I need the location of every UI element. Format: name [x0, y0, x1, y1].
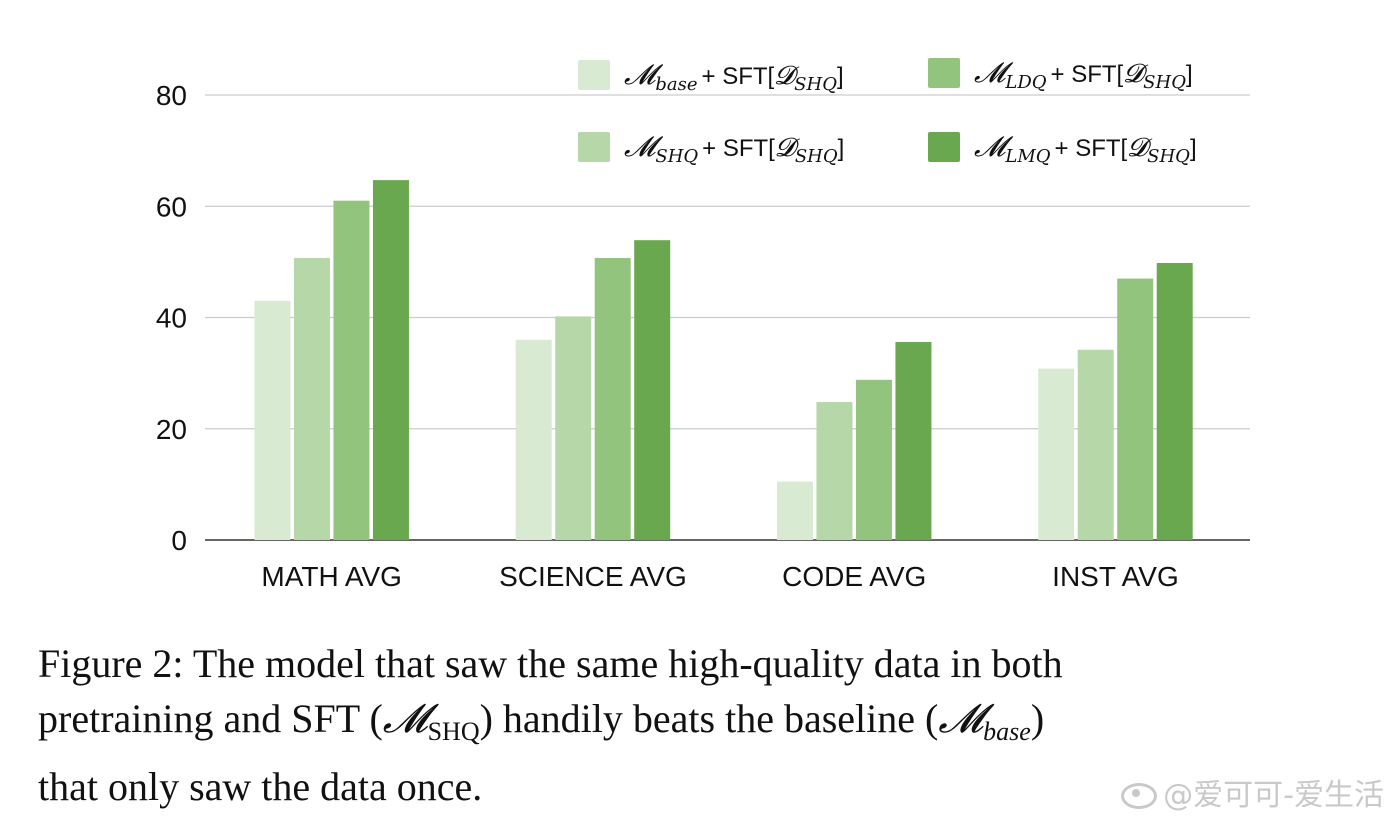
legend-part: + SFT[ — [702, 135, 775, 162]
bar — [594, 257, 631, 540]
y-tick-label: 60 — [156, 191, 187, 222]
x-axis-ticks: MATH AVG SCIENCE AVG CODE AVG INST AVG — [261, 561, 1178, 592]
y-tick-label: 40 — [156, 303, 187, 334]
legend-part: SHQ — [795, 146, 838, 167]
bar — [895, 341, 932, 540]
y-tick-label: 80 — [156, 80, 187, 111]
caption-line-2: pretraining and SFT (𝓜SHQ) handily beats… — [38, 691, 1378, 759]
caption-text: ) — [1030, 696, 1045, 741]
bar — [1077, 349, 1114, 540]
math-symbol: 𝓜 — [938, 696, 984, 741]
legend-part: base — [655, 74, 697, 95]
legend-part: ] — [1186, 61, 1193, 88]
bar — [1038, 368, 1075, 540]
bar — [515, 339, 552, 540]
weibo-icon — [1117, 777, 1158, 809]
caption-text: pretraining and SFT ( — [38, 696, 383, 741]
watermark-text: @爱可可-爱生活 — [1163, 778, 1384, 813]
legend-part: + SFT[ — [1055, 135, 1128, 162]
bar-chart: 0 20 40 60 80 MATH AVG SCIENCE AVG CODE AVG INS… — [156, 56, 1250, 592]
bar — [634, 240, 671, 540]
caption-line-1: Figure 2: The model that saw the same hi… — [38, 641, 1063, 686]
y-tick-label: 20 — [156, 414, 187, 445]
legend-label: 𝓜LDQ + SFT[𝓓SHQ] — [974, 56, 1193, 93]
math-subscript: SHQ — [427, 717, 480, 746]
y-tick-label: 0 — [171, 525, 187, 556]
y-axis-ticks: 0 20 40 60 80 — [156, 80, 187, 556]
legend-part: + SFT[ — [702, 63, 775, 90]
bar — [372, 180, 409, 540]
bar — [776, 481, 813, 540]
x-tick-label: SCIENCE AVG — [499, 561, 687, 592]
legend-label: 𝓜SHQ + SFT[𝓓SHQ] — [624, 130, 844, 167]
legend-label: 𝓜LMQ + SFT[𝓓SHQ] — [974, 130, 1197, 167]
legend-part: ] — [838, 135, 845, 162]
legend-swatch — [578, 60, 610, 90]
figure-caption: Figure 2: The model that saw the same hi… — [38, 636, 1378, 814]
legend-swatch — [928, 58, 960, 88]
bar — [555, 316, 592, 540]
bar — [293, 257, 330, 540]
legend-label: 𝓜base + SFT[𝓓SHQ] — [624, 58, 844, 95]
x-tick-label: MATH AVG — [261, 561, 402, 592]
bar — [855, 379, 892, 540]
bars — [254, 180, 1193, 540]
legend-part: SHQ — [1147, 146, 1190, 167]
legend-part: SHQ — [655, 146, 698, 167]
legend-swatch — [928, 132, 960, 162]
math-subscript: base — [983, 717, 1031, 746]
caption-line-3: that only saw the data once. — [38, 764, 483, 809]
legend-part: ] — [1190, 135, 1197, 162]
legend-part: + SFT[ — [1051, 61, 1124, 88]
x-tick-label: INST AVG — [1052, 561, 1179, 592]
legend-part: LMQ — [1004, 146, 1050, 167]
legend-swatch — [578, 132, 610, 162]
legend-part: LDQ — [1004, 72, 1046, 93]
bar — [1156, 262, 1193, 540]
bar — [333, 200, 370, 540]
legend: 𝓜base + SFT[𝓓SHQ] 𝓜LDQ + SFT[𝓓SHQ] 𝓜SHQ + SFT… — [578, 56, 1197, 167]
x-tick-label: CODE AVG — [782, 561, 926, 592]
caption-text: ) handily beats the baseline ( — [479, 696, 939, 741]
watermark: @爱可可-爱生活 — [1117, 770, 1384, 814]
legend-part: SHQ — [1143, 72, 1186, 93]
bar — [816, 402, 853, 540]
legend-part: SHQ — [794, 74, 837, 95]
legend-part: ] — [837, 63, 844, 90]
bar — [254, 300, 291, 540]
bar — [1117, 278, 1154, 540]
math-symbol: 𝓜 — [382, 696, 428, 741]
